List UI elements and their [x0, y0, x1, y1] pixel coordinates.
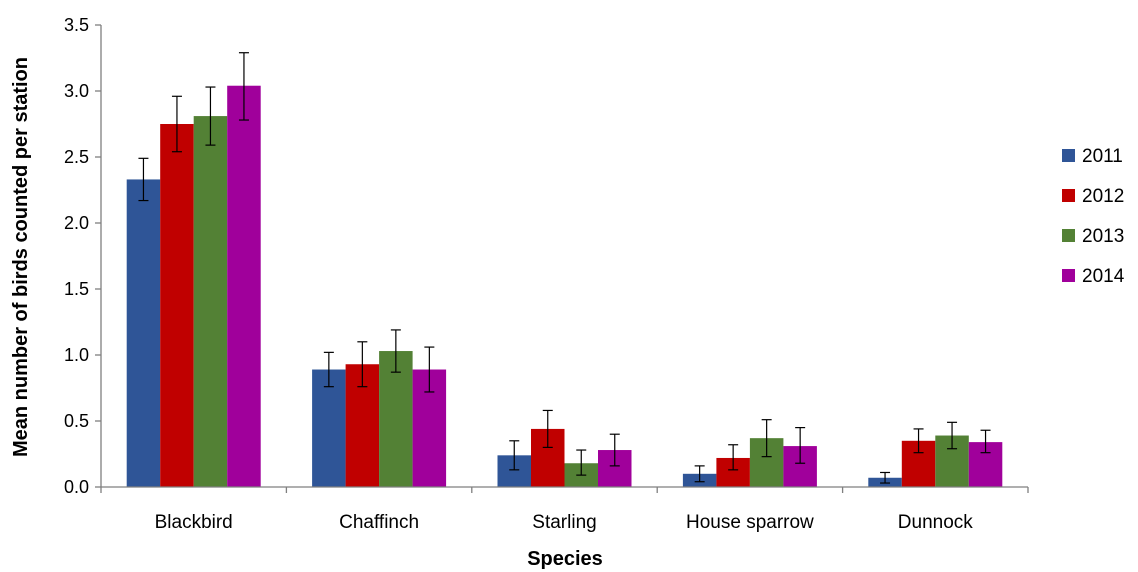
legend: 2011 2012 2013 2014 [1062, 146, 1125, 287]
legend-swatch-2014 [1062, 269, 1075, 282]
error-bar-2011-house-sparrow [694, 465, 705, 483]
error-bar-2011-starling [509, 440, 520, 471]
bar-2013-blackbird [193, 116, 228, 487]
x-tick-label: Starling [532, 512, 596, 533]
legend-label-2011: 2011 [1082, 146, 1123, 167]
legend-label-2012: 2012 [1082, 186, 1124, 207]
error-bar-2012-house-sparrow [728, 444, 739, 471]
x-tick-label: Chaffinch [339, 512, 419, 533]
error-bar-2014-dunnock [980, 429, 991, 454]
x-tick-label: Blackbird [155, 512, 233, 533]
error-bar-2013-house-sparrow [761, 419, 772, 458]
error-bars-layer [138, 52, 991, 484]
y-tick-label: 1.0 [64, 345, 89, 365]
bar-2014-blackbird [227, 85, 261, 487]
y-tick-label: 2.0 [64, 213, 89, 233]
error-bar-2011-dunnock [880, 471, 891, 484]
y-tick-label: 3.0 [64, 81, 89, 101]
error-bar-2011-blackbird [138, 157, 149, 202]
error-bar-2014-chaffinch [424, 346, 435, 393]
error-bar-2014-blackbird [238, 52, 249, 121]
error-bar-2012-dunnock [913, 428, 924, 454]
bars-layer [126, 85, 1003, 487]
error-bar-2011-chaffinch [323, 351, 334, 388]
legend-swatch-2011 [1062, 149, 1075, 162]
error-bar-2012-blackbird [171, 95, 182, 153]
error-bar-2014-house-sparrow [795, 427, 806, 464]
error-bar-2013-dunnock [947, 421, 958, 450]
legend-label-2014: 2014 [1082, 266, 1125, 287]
legend-swatch-2012 [1062, 189, 1075, 202]
bar-2011-blackbird [126, 179, 161, 487]
labels-layer: 0.0 0.5 1.0 1.5 2.0 2.5 3.0 3.5 Blackbird Chaffin… [64, 15, 973, 533]
x-axis-title: Species [527, 548, 603, 570]
y-tick-label: 0.0 [64, 477, 89, 497]
bar-2011-chaffinch [312, 369, 346, 487]
y-tick-label: 1.5 [64, 279, 89, 299]
error-bar-2012-chaffinch [357, 341, 368, 388]
y-tick-label: 0.5 [64, 411, 89, 431]
error-bar-2013-blackbird [205, 86, 216, 146]
error-bar-2013-chaffinch [390, 329, 401, 373]
error-bar-2013-starling [576, 449, 587, 476]
y-tick-label: 3.5 [64, 15, 89, 35]
y-axis-title: Mean number of birds counted per station [10, 57, 32, 457]
y-tick-label: 2.5 [64, 147, 89, 167]
x-tick-label: House sparrow [686, 512, 814, 533]
bar-2013-chaffinch [379, 351, 413, 487]
x-tick-label: Dunnock [898, 512, 973, 533]
legend-label-2013: 2013 [1082, 226, 1124, 247]
error-bar-2012-starling [542, 409, 553, 448]
error-bar-2014-starling [609, 433, 620, 467]
legend-swatch-2013 [1062, 229, 1075, 242]
bar-2012-blackbird [160, 124, 194, 487]
axes-layer [95, 24, 1029, 493]
